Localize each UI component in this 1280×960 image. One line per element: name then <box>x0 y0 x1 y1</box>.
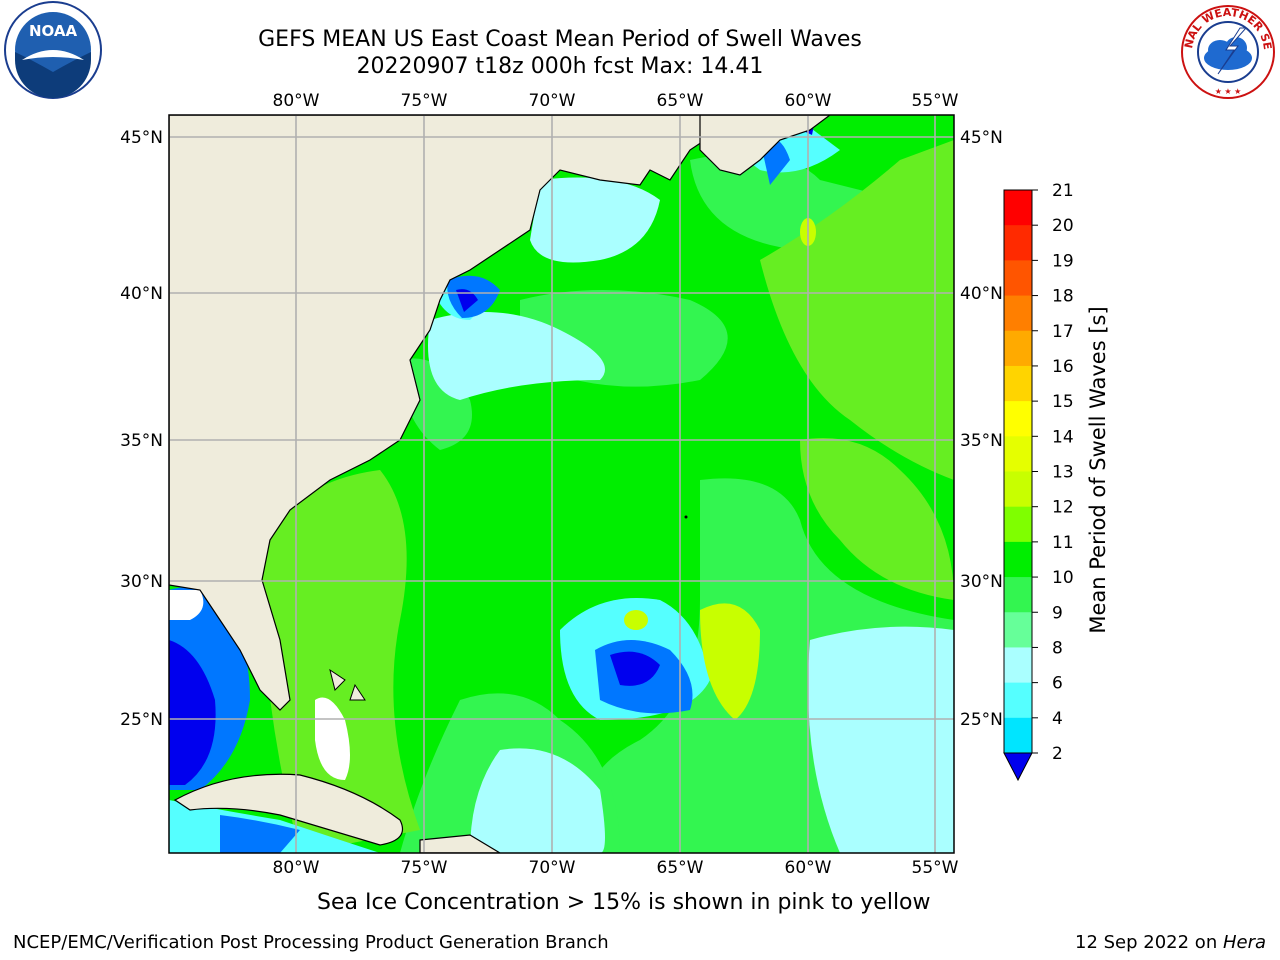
lat-label-right: 25°N <box>960 710 1003 730</box>
colorbar-tick-label: 4 <box>1052 709 1063 729</box>
colorbar-tick-label: 6 <box>1052 674 1063 694</box>
colorbar-tick-label: 13 <box>1052 463 1074 483</box>
field-zone-below-2 <box>610 651 660 686</box>
sea-ice-note: Sea Ice Concentration > 15% is shown in … <box>317 890 931 915</box>
colorbar-tick-label: 14 <box>1052 427 1074 447</box>
field-zone-12-14 <box>624 610 648 630</box>
lon-label-bottom: 60°W <box>785 858 832 878</box>
svg-text:★ ★ ★: ★ ★ ★ <box>1215 87 1242 96</box>
field-zone-11-12 <box>260 470 420 853</box>
colorbar-segment <box>1004 647 1032 684</box>
lat-label-left: 25°N <box>120 710 163 730</box>
field-zone-11-12 <box>800 438 954 600</box>
chart-title: GEFS MEAN US East Coast Mean Period of S… <box>258 27 862 52</box>
lon-label-top: 80°W <box>273 91 320 111</box>
colorbar-tick-label: 16 <box>1052 357 1074 377</box>
field-zone-8-9 <box>470 748 605 853</box>
field-zone-8-9 <box>530 177 660 263</box>
lat-label-right: 40°N <box>960 284 1003 304</box>
lon-label-top: 55°W <box>912 91 959 111</box>
footer-date-text: 12 Sep 2022 on <box>1075 932 1223 953</box>
colorbar-tick-label: 10 <box>1052 568 1074 588</box>
footer-date: 12 Sep 2022 on Hera <box>1075 932 1266 953</box>
colorbar-segment <box>1004 190 1032 226</box>
field-zone-11-12 <box>760 140 954 480</box>
lon-label-top: 70°W <box>529 91 576 111</box>
lat-label-right: 35°N <box>960 431 1003 451</box>
no-data-area <box>169 590 204 620</box>
land-north-america <box>169 115 722 711</box>
colorbar-tick-label: 21 <box>1052 181 1074 201</box>
map-panel <box>169 115 954 853</box>
chart-subtitle-forecast: 20220907 t18z 000h fcst Max: 14.41 <box>356 54 764 79</box>
colorbar-tick-label: 17 <box>1052 322 1074 342</box>
colorbar-segment <box>1004 471 1032 508</box>
lon-label-bottom: 65°W <box>657 858 704 878</box>
no-data-area <box>315 697 350 780</box>
field-zone-8-9 <box>808 626 954 853</box>
lon-label-bottom: 70°W <box>529 858 576 878</box>
colorbar-segment <box>1004 506 1032 543</box>
colorbar-segment <box>1004 717 1032 754</box>
land-hispaniola <box>419 834 502 853</box>
lon-label-bottom: 75°W <box>401 858 448 878</box>
colorbar-tick-label: 8 <box>1052 638 1063 658</box>
map-frame <box>168 114 955 854</box>
island <box>329 668 346 691</box>
colorbar-segment <box>1004 401 1032 437</box>
lon-label-bottom: 80°W <box>273 858 320 878</box>
footer-host: Hera <box>1222 932 1266 953</box>
colorbar-tick-label: 12 <box>1052 498 1074 518</box>
lon-label-top: 60°W <box>785 91 832 111</box>
lat-label-left: 30°N <box>120 572 163 592</box>
land-maritimes <box>699 115 831 176</box>
colorbar: 21 20 19 18 17 16 15 14 13 12 11 10 9 8 6 4 2 <box>1003 181 1074 782</box>
colorbar-tick-label: 11 <box>1052 533 1074 553</box>
lon-label-top: 65°W <box>657 91 704 111</box>
colorbar-tick-label: 2 <box>1052 744 1063 764</box>
colorbar-tick-label: 9 <box>1052 603 1063 623</box>
lon-label-bottom: 55°W <box>912 858 959 878</box>
lat-label-left: 45°N <box>120 128 163 148</box>
lat-label-left: 40°N <box>120 284 163 304</box>
nws-logo: NATIONAL WEATHER SERVICE ★ ★ ★ <box>1178 0 1275 99</box>
colorbar-segment <box>1004 682 1032 719</box>
lat-label-left: 35°N <box>120 431 163 451</box>
colorbar-tick-label: 15 <box>1052 392 1074 412</box>
lon-label-top: 75°W <box>401 91 448 111</box>
colorbar-segment <box>1004 260 1032 297</box>
land-cuba <box>173 773 404 846</box>
field-zone-12-14 <box>700 603 760 720</box>
field-zone-8-9 <box>428 312 605 400</box>
colorbar-segment <box>1004 577 1032 613</box>
lat-label-right: 30°N <box>960 572 1003 592</box>
colorbar-extend-arrow <box>1003 752 1033 782</box>
colorbar-tick-label: 19 <box>1052 251 1074 271</box>
noaa-logo-text: NOAA <box>29 22 78 40</box>
colorbar-segment <box>1004 541 1032 578</box>
noaa-logo: NOAA <box>4 1 102 99</box>
caribbean-field <box>220 815 300 853</box>
island-bermuda <box>684 515 688 519</box>
gulf-field <box>169 640 216 785</box>
colorbar-tick-label: 20 <box>1052 216 1074 236</box>
colorbar-segment <box>1004 295 1032 332</box>
colorbar-segment <box>1004 330 1032 367</box>
footer-credit: NCEP/EMC/Verification Post Processing Pr… <box>13 932 609 953</box>
colorbar-segment <box>1004 436 1032 472</box>
field-zone-below-2 <box>456 289 478 312</box>
colorbar-segment <box>1004 612 1032 648</box>
island <box>349 683 366 701</box>
colorbar-segment <box>1004 365 1032 402</box>
lat-label-right: 45°N <box>960 128 1003 148</box>
colorbar-segment <box>1004 225 1032 261</box>
graticule <box>169 115 954 853</box>
colorbar-tick-label: 18 <box>1052 287 1074 307</box>
colorbar-title: Mean Period of Swell Waves [s] <box>1086 306 1110 633</box>
